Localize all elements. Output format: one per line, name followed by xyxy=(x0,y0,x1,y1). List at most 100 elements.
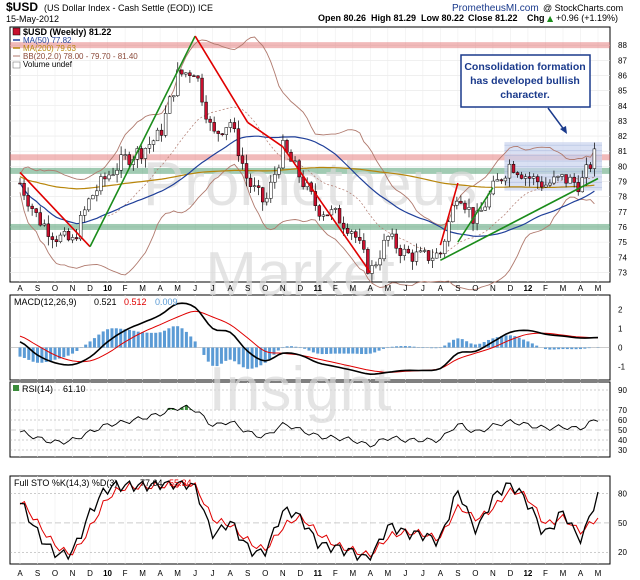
legend-ma200: MA(200) 79.63 xyxy=(23,44,76,53)
macd-label-v2: 0.512 xyxy=(124,297,147,307)
macd-histogram-bar xyxy=(132,330,136,348)
candle-body xyxy=(434,252,439,259)
header-high: High 81.29 xyxy=(371,13,416,23)
price-tick-label: 73 xyxy=(618,268,627,277)
macd-histogram-bar xyxy=(123,329,127,348)
macd-histogram-bar xyxy=(167,328,171,348)
annotation-arrow xyxy=(547,107,566,132)
candle-body xyxy=(58,234,63,242)
candle-body xyxy=(240,155,245,164)
candle-body xyxy=(374,264,378,267)
macd-histogram-bar xyxy=(565,347,569,350)
legend-volume: Volume undef xyxy=(23,60,73,69)
macd-histogram-bar xyxy=(206,347,210,362)
copyright-link[interactable]: @ StockCharts.com xyxy=(543,3,623,13)
macd-histogram-bar xyxy=(224,347,228,361)
macd-histogram-bar xyxy=(92,338,96,348)
trendline-red xyxy=(439,182,459,246)
macd-histogram-bar xyxy=(228,347,232,360)
candle-body xyxy=(576,182,580,193)
price-x-tick-label: D xyxy=(297,284,303,293)
sto-tick-label: 20 xyxy=(618,548,627,557)
candle-body xyxy=(459,200,463,204)
annotation-line-2: has developed bullish xyxy=(470,75,580,87)
price-tick-label: 85 xyxy=(618,87,627,96)
watermark-line-2: Market xyxy=(205,240,394,309)
candle-body xyxy=(34,208,38,213)
macd-line xyxy=(19,302,599,376)
candle-body xyxy=(507,163,512,179)
macd-histogram-bar xyxy=(311,347,315,353)
candle-body xyxy=(568,176,572,184)
macd-histogram-bar xyxy=(443,345,447,348)
sto-x-tick-label: S xyxy=(455,569,460,578)
candle-body xyxy=(163,113,168,136)
candle-body xyxy=(38,212,42,226)
candle-body xyxy=(588,164,593,169)
candle-body xyxy=(224,127,228,135)
macd-histogram-bar xyxy=(368,347,372,354)
macd-histogram-bar xyxy=(430,347,434,349)
price-tick-label: 83 xyxy=(618,117,627,126)
candle-body xyxy=(208,118,212,123)
macd-histogram-bar xyxy=(517,337,521,348)
candle-body xyxy=(358,237,362,241)
price-x-tick-label: A xyxy=(228,284,234,293)
price-x-tick-label: S xyxy=(35,284,40,293)
macd-histogram-bar xyxy=(342,347,346,354)
candle-body xyxy=(87,198,91,211)
macd-histogram-bar xyxy=(377,347,381,351)
legend-box-price xyxy=(12,27,21,36)
macd-histogram-bar xyxy=(66,347,70,356)
macd-histogram-bar xyxy=(44,347,48,362)
candle-body xyxy=(548,182,552,186)
candle-body xyxy=(333,208,338,210)
macd-histogram-bar xyxy=(403,346,407,348)
macd-histogram-bar xyxy=(434,347,438,349)
macd-histogram-bar xyxy=(259,347,263,366)
price-x-tick-label: N xyxy=(280,284,286,293)
macd-histogram-bar xyxy=(395,346,399,348)
price-tick-label: 87 xyxy=(618,56,627,65)
macd-histogram-bar xyxy=(557,347,561,350)
macd-histogram-bar xyxy=(27,347,31,360)
candle-body xyxy=(159,129,164,136)
macd-label-name: MACD(12,26,9) xyxy=(14,297,77,307)
candle-body xyxy=(491,180,495,195)
candle-body xyxy=(212,122,216,132)
moving-averages xyxy=(19,36,595,291)
candle-body xyxy=(580,177,584,193)
macd-histogram-bar xyxy=(163,330,166,348)
chart-date: 15-May-2012 xyxy=(6,14,59,24)
candle-body xyxy=(228,122,233,128)
candle-body xyxy=(244,163,249,179)
macd-histogram-bar xyxy=(233,347,237,362)
price-x-tick-label: 12 xyxy=(523,284,532,293)
candle-body xyxy=(540,181,544,188)
price-x-tick-label: S xyxy=(245,284,250,293)
macd-histogram-bar xyxy=(482,342,486,348)
rsi-overbought-fill xyxy=(171,408,175,410)
macd-histogram-bar xyxy=(241,347,245,368)
macd-histogram-bar xyxy=(570,347,574,350)
candle-body xyxy=(74,237,79,240)
sto-x-tick-label: O xyxy=(262,569,268,578)
sto-x-tick-label: 12 xyxy=(523,569,532,578)
macd-histogram-bar xyxy=(438,347,442,349)
candle-body xyxy=(115,169,119,175)
header-close: Close 81.22 xyxy=(468,13,518,23)
candle-body xyxy=(329,209,334,216)
macd-histogram-bar xyxy=(561,347,565,350)
candle-body xyxy=(42,223,46,226)
price-x-tick-label: J xyxy=(421,284,425,293)
site-link[interactable]: PrometheusMI.com xyxy=(452,3,539,14)
price-x-tick-label: M xyxy=(560,284,567,293)
header-open: Open 80.26 xyxy=(318,13,366,23)
price-x-tick-label: M xyxy=(349,284,356,293)
annotation-arrowhead-icon xyxy=(560,126,567,134)
sto-x-tick-label: M xyxy=(595,569,602,578)
candle-body xyxy=(66,230,71,241)
candle-body xyxy=(127,154,131,165)
candle-body xyxy=(167,96,172,114)
sto-x-tick-label: M xyxy=(139,569,146,578)
